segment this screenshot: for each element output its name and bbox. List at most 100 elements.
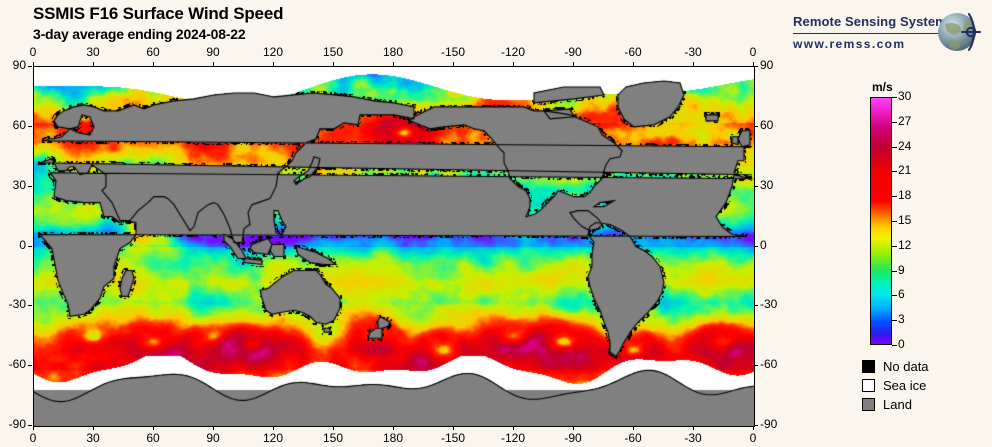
colorbar-tick bbox=[892, 345, 897, 346]
colorbar-tick bbox=[892, 171, 897, 173]
y-axis-label: -30 bbox=[760, 297, 778, 312]
y-axis-label: -90 bbox=[760, 417, 778, 431]
x-axis-label: 0 bbox=[749, 431, 757, 445]
legend-label: No data bbox=[883, 359, 929, 374]
legend-swatch bbox=[862, 360, 875, 373]
y-axis-label: 60 bbox=[760, 117, 774, 132]
colorbar-tick-label: 3 bbox=[898, 312, 905, 327]
x-axis-label: -120 bbox=[500, 431, 526, 445]
colorbar-tick-label: 30 bbox=[898, 89, 912, 103]
y-axis-label: 90 bbox=[760, 58, 774, 72]
x-axis-label: -150 bbox=[440, 45, 466, 59]
x-axis-tick bbox=[153, 426, 154, 430]
x-axis-label: -30 bbox=[684, 45, 702, 59]
y-axis-label: -30 bbox=[8, 297, 26, 312]
colorbar-tick-label: 21 bbox=[898, 163, 912, 178]
y-axis-tick bbox=[28, 305, 32, 307]
x-axis-tick bbox=[213, 62, 214, 66]
y-axis-tick bbox=[28, 365, 32, 367]
x-axis-label: 180 bbox=[382, 431, 404, 445]
x-axis-tick bbox=[33, 426, 34, 430]
colorbar-tick-label: 9 bbox=[898, 262, 905, 277]
x-axis-tick bbox=[633, 62, 634, 66]
y-axis-label: -90 bbox=[8, 417, 26, 431]
x-axis-tick bbox=[693, 426, 694, 430]
x-axis-tick bbox=[153, 62, 154, 66]
y-axis-label: 60 bbox=[12, 117, 26, 132]
colorbar-tick bbox=[892, 270, 897, 272]
colorbar-tick-label: 27 bbox=[898, 113, 912, 128]
y-axis-label: 30 bbox=[12, 177, 26, 192]
x-axis-tick bbox=[93, 62, 94, 66]
y-axis-tick bbox=[754, 66, 758, 67]
x-axis-tick bbox=[633, 426, 634, 430]
x-axis-tick bbox=[453, 426, 454, 430]
legend-swatch bbox=[862, 398, 875, 411]
x-axis-tick bbox=[393, 62, 394, 66]
x-axis-label: -120 bbox=[500, 45, 526, 59]
y-axis-tick bbox=[754, 245, 758, 247]
globe-icon bbox=[938, 12, 982, 52]
x-axis-label: 0 bbox=[29, 431, 37, 445]
colorbar-tick bbox=[892, 320, 897, 322]
wind-speed-map[interactable] bbox=[33, 66, 755, 427]
y-axis-tick bbox=[754, 185, 758, 187]
x-axis-label: 150 bbox=[322, 431, 344, 445]
x-axis-label: -60 bbox=[624, 431, 642, 445]
x-axis-tick bbox=[513, 426, 514, 430]
x-axis-tick bbox=[273, 62, 274, 66]
y-axis-label: -60 bbox=[760, 357, 778, 372]
remss-logo: Remote Sensing Systems www.remss.com bbox=[793, 8, 983, 58]
x-axis-tick bbox=[753, 426, 754, 430]
x-axis-label: 0 bbox=[29, 45, 37, 59]
y-axis-label: 30 bbox=[760, 177, 774, 192]
x-axis-label: -90 bbox=[564, 431, 582, 445]
x-axis-tick bbox=[333, 62, 334, 66]
page-subtitle: 3-day average ending 2024-08-22 bbox=[33, 26, 246, 42]
x-axis-tick bbox=[573, 426, 574, 430]
x-axis-label: -150 bbox=[440, 431, 466, 445]
y-axis-tick bbox=[28, 66, 32, 67]
y-axis-tick bbox=[28, 125, 32, 127]
x-axis-tick bbox=[333, 426, 334, 430]
y-axis-tick bbox=[754, 425, 758, 426]
colorbar-tick bbox=[892, 221, 897, 222]
colorbar-tick-label: 6 bbox=[898, 287, 905, 302]
colorbar-tick-label: 18 bbox=[898, 188, 912, 203]
x-axis-tick bbox=[33, 62, 34, 66]
x-axis-label: 150 bbox=[322, 45, 344, 59]
y-axis-tick bbox=[754, 125, 758, 127]
x-axis-tick bbox=[753, 62, 754, 66]
x-axis-label: 60 bbox=[146, 45, 160, 59]
colorbar-tick bbox=[892, 196, 897, 198]
x-axis-label: 30 bbox=[86, 431, 100, 445]
y-axis-tick bbox=[754, 365, 758, 367]
y-axis-label: 90 bbox=[12, 58, 26, 72]
x-axis-label: -90 bbox=[564, 45, 582, 59]
y-axis-label: 0 bbox=[760, 237, 767, 252]
x-axis-tick bbox=[693, 62, 694, 66]
y-axis-tick bbox=[28, 245, 32, 247]
logo-divider bbox=[793, 33, 945, 34]
x-axis-tick bbox=[573, 62, 574, 66]
x-axis-tick bbox=[393, 426, 394, 430]
map-heatmap-canvas bbox=[34, 67, 754, 426]
colorbar-tick-label: 15 bbox=[898, 213, 912, 227]
y-axis-label: -60 bbox=[8, 357, 26, 372]
y-axis-tick bbox=[28, 185, 32, 187]
x-axis-label: -60 bbox=[624, 45, 642, 59]
x-axis-label: 30 bbox=[86, 45, 100, 59]
x-axis-label: 180 bbox=[382, 45, 404, 59]
x-axis-label: 120 bbox=[262, 431, 284, 445]
x-axis-label: 90 bbox=[206, 45, 220, 59]
x-axis-tick bbox=[273, 426, 274, 430]
colorbar-tick bbox=[892, 245, 897, 247]
map-legend: No data Sea ice Land bbox=[862, 357, 982, 414]
x-axis-label: 0 bbox=[749, 45, 757, 59]
x-axis-label: 90 bbox=[206, 431, 220, 445]
y-axis-label: 0 bbox=[19, 237, 26, 252]
legend-label: Sea ice bbox=[883, 378, 927, 393]
colorbar-tick bbox=[892, 121, 897, 123]
x-axis-label: -30 bbox=[684, 431, 702, 445]
